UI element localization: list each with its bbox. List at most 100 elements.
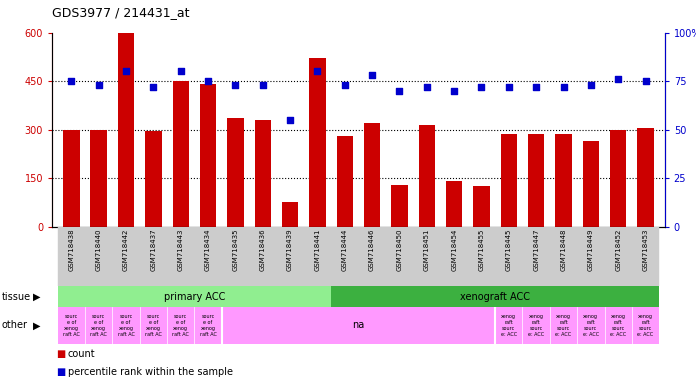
Bar: [227, 118, 244, 227]
Point: [585, 82, 596, 88]
Bar: [391, 185, 408, 227]
Text: GSM718447: GSM718447: [533, 228, 539, 271]
Point: [312, 68, 323, 74]
Text: GSM718435: GSM718435: [232, 228, 239, 271]
Bar: [495, 227, 523, 286]
Bar: [58, 227, 85, 286]
Text: GSM718445: GSM718445: [506, 228, 512, 271]
Bar: [638, 128, 654, 227]
Text: primary ACC: primary ACC: [164, 291, 225, 302]
Bar: [331, 286, 659, 307]
Bar: [309, 58, 326, 227]
Text: na: na: [352, 320, 365, 331]
Text: percentile rank within the sample: percentile rank within the sample: [68, 366, 232, 377]
Text: GSM718439: GSM718439: [287, 228, 293, 271]
Point: [93, 82, 104, 88]
Text: xenograft ACC: xenograft ACC: [460, 291, 530, 302]
Text: GSM718446: GSM718446: [369, 228, 375, 271]
Text: sourc
e of
xenog
raft AC: sourc e of xenog raft AC: [118, 314, 134, 337]
Text: ▶: ▶: [33, 291, 40, 302]
Point: [257, 82, 268, 88]
Text: xenog
raft
sourc
e: ACC: xenog raft sourc e: ACC: [528, 314, 544, 337]
Text: other: other: [1, 320, 27, 331]
Bar: [249, 227, 276, 286]
Bar: [63, 130, 79, 227]
Bar: [255, 120, 271, 227]
Point: [175, 68, 187, 74]
Text: GSM718440: GSM718440: [95, 228, 102, 271]
Text: ■: ■: [56, 366, 65, 377]
Bar: [446, 181, 462, 227]
Point: [285, 117, 296, 123]
Text: GSM718434: GSM718434: [205, 228, 211, 271]
Text: GSM718451: GSM718451: [424, 228, 430, 271]
Text: xenog
raft
sourc
e: ACC: xenog raft sourc e: ACC: [583, 314, 599, 337]
Text: GSM718442: GSM718442: [123, 228, 129, 271]
Bar: [610, 130, 626, 227]
Text: GSM718452: GSM718452: [615, 228, 622, 271]
Point: [339, 82, 350, 88]
Bar: [358, 227, 386, 286]
Bar: [337, 136, 353, 227]
Point: [148, 84, 159, 90]
Point: [203, 78, 214, 84]
Bar: [550, 227, 577, 286]
Point: [503, 84, 514, 90]
Bar: [112, 227, 140, 286]
Text: GSM718441: GSM718441: [315, 228, 320, 271]
Bar: [583, 141, 599, 227]
Bar: [386, 227, 413, 286]
Bar: [140, 227, 167, 286]
Bar: [85, 227, 112, 286]
Bar: [145, 131, 161, 227]
Text: count: count: [68, 349, 95, 359]
Text: xenog
raft
sourc
e: ACC: xenog raft sourc e: ACC: [610, 314, 626, 337]
Point: [640, 78, 651, 84]
Text: GSM718450: GSM718450: [397, 228, 402, 271]
Bar: [364, 123, 380, 227]
Bar: [303, 227, 331, 286]
Point: [476, 84, 487, 90]
Bar: [605, 227, 632, 286]
Bar: [468, 227, 495, 286]
Text: sourc
e of
xenog
raft AC: sourc e of xenog raft AC: [200, 314, 216, 337]
Text: GSM718449: GSM718449: [588, 228, 594, 271]
Bar: [276, 227, 303, 286]
Bar: [282, 202, 299, 227]
Text: GDS3977 / 214431_at: GDS3977 / 214431_at: [52, 6, 190, 19]
Bar: [528, 134, 544, 227]
Text: GSM718448: GSM718448: [560, 228, 567, 271]
Text: GSM718436: GSM718436: [260, 228, 266, 271]
Bar: [222, 227, 249, 286]
Bar: [413, 227, 441, 286]
Text: GSM718444: GSM718444: [342, 228, 348, 271]
Bar: [90, 130, 107, 227]
Text: xenog
raft
sourc
e: ACC: xenog raft sourc e: ACC: [500, 314, 517, 337]
Point: [367, 72, 378, 78]
Point: [120, 68, 132, 74]
Bar: [523, 227, 550, 286]
Text: GSM718453: GSM718453: [642, 228, 649, 271]
Point: [448, 88, 459, 94]
Bar: [441, 227, 468, 286]
Point: [612, 76, 624, 82]
Text: sourc
e of
xenog
raft AC: sourc e of xenog raft AC: [63, 314, 80, 337]
Bar: [632, 227, 659, 286]
Point: [530, 84, 541, 90]
Text: GSM718437: GSM718437: [150, 228, 157, 271]
Bar: [173, 81, 189, 227]
Point: [421, 84, 432, 90]
Bar: [500, 134, 517, 227]
Bar: [167, 227, 194, 286]
Bar: [194, 227, 222, 286]
Text: ▶: ▶: [33, 320, 40, 331]
Point: [230, 82, 241, 88]
Bar: [555, 134, 571, 227]
Bar: [200, 84, 216, 227]
Text: sourc
e of
xenog
raft AC: sourc e of xenog raft AC: [173, 314, 189, 337]
Point: [65, 78, 77, 84]
Point: [394, 88, 405, 94]
Text: tissue: tissue: [1, 291, 31, 302]
Text: sourc
e of
xenog
raft AC: sourc e of xenog raft AC: [90, 314, 107, 337]
Text: GSM718443: GSM718443: [177, 228, 184, 271]
